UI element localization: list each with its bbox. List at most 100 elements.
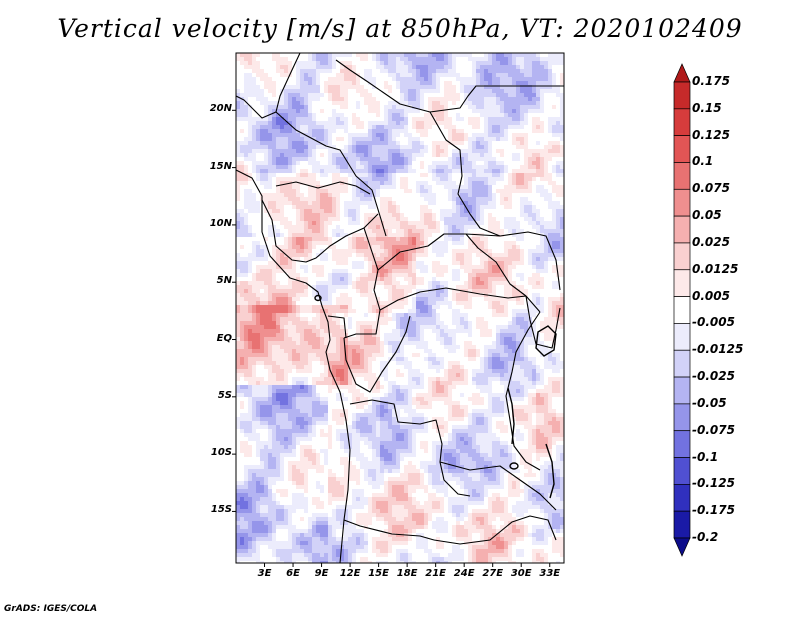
field-cell [408,169,412,173]
field-cell [552,241,556,245]
field-cell [252,153,256,157]
field-cell [532,329,536,333]
field-cell [352,113,356,117]
field-cell [356,169,360,173]
field-cell [484,97,488,101]
field-cell [260,361,264,365]
field-cell [288,269,292,273]
field-cell [400,177,404,181]
field-cell [324,169,328,173]
field-cell [540,129,544,133]
field-cell [424,213,428,217]
field-cell [472,77,476,81]
field-cell [332,253,336,257]
field-cell [384,121,388,125]
field-cell [492,161,496,165]
field-cell [248,377,252,381]
field-cell [428,293,432,297]
field-cell [428,113,432,117]
field-cell [392,181,396,185]
field-cell [284,345,288,349]
field-cell [544,241,548,245]
field-cell [264,321,268,325]
field-cell [548,181,552,185]
field-cell [316,81,320,85]
field-cell [528,153,532,157]
field-cell [324,209,328,213]
field-cell [404,277,408,281]
field-cell [236,145,240,149]
field-cell [504,129,508,133]
field-cell [404,357,408,361]
field-cell [276,353,280,357]
field-cell [308,369,312,373]
field-cell [420,301,424,305]
field-cell [336,157,340,161]
field-cell [300,325,304,329]
field-cell [260,321,264,325]
field-cell [240,281,244,285]
field-cell [296,329,300,333]
field-cell [496,161,500,165]
field-cell [468,53,472,57]
field-cell [264,109,268,113]
field-cell [308,245,312,249]
field-cell [464,137,468,141]
field-cell [460,213,464,217]
field-cell [472,281,476,285]
field-cell [284,261,288,265]
field-cell [448,61,452,65]
field-cell [336,337,340,341]
field-cell [472,249,476,253]
field-cell [476,93,480,97]
field-cell [324,257,328,261]
field-cell [252,333,256,337]
field-cell [536,77,540,81]
field-cell [244,305,248,309]
field-cell [384,57,388,61]
field-cell [404,245,408,249]
field-cell [292,269,296,273]
field-cell [248,289,252,293]
field-cell [524,53,528,57]
field-cell [336,73,340,77]
field-cell [252,297,256,301]
field-cell [360,273,364,277]
field-cell [236,213,240,217]
field-cell [416,241,420,245]
field-cell [432,65,436,69]
field-cell [552,169,556,173]
field-cell [396,245,400,249]
field-cell [368,305,372,309]
field-cell [500,89,504,93]
field-cell [504,353,508,357]
field-cell [488,113,492,117]
field-cell [380,197,384,201]
field-cell [292,181,296,185]
field-cell [336,165,340,169]
field-cell [540,229,544,233]
field-cell [380,125,384,129]
field-cell [560,189,564,193]
field-cell [268,229,272,233]
field-cell [456,189,460,193]
field-cell [400,341,404,345]
field-cell [432,285,436,289]
field-cell [520,349,524,353]
field-cell [540,353,544,357]
field-cell [384,109,388,113]
field-cell [296,273,300,277]
field-cell [336,173,340,177]
field-cell [552,361,556,365]
field-cell [244,177,248,181]
field-cell [512,253,516,257]
field-cell [288,357,292,361]
field-cell [376,125,380,129]
field-cell [368,213,372,217]
field-cell [416,69,420,73]
field-cell [400,129,404,133]
field-cell [388,289,392,293]
field-cell [416,105,420,109]
field-cell [264,141,268,145]
field-cell [388,233,392,237]
